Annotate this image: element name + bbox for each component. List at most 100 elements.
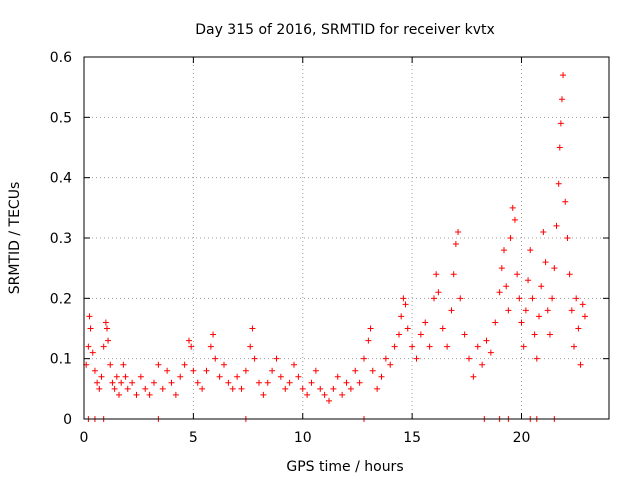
- data-point: [113, 373, 120, 380]
- data-point: [291, 361, 297, 368]
- data-points: [83, 72, 588, 422]
- data-point: [188, 343, 195, 350]
- data-point: [89, 349, 96, 356]
- data-point: [455, 228, 462, 235]
- data-point: [518, 319, 525, 326]
- data-point: [234, 373, 241, 380]
- data-point: [557, 120, 564, 127]
- y-tick-label: 0.4: [50, 171, 72, 187]
- data-point: [118, 379, 125, 386]
- data-point: [577, 361, 584, 368]
- data-point: [168, 379, 175, 386]
- data-point: [190, 367, 197, 374]
- x-tick-label: 5: [189, 430, 198, 446]
- data-point: [295, 373, 302, 380]
- data-point: [492, 319, 499, 326]
- data-point: [470, 373, 477, 380]
- data-point: [560, 72, 567, 79]
- chart-title: Day 315 of 2016, SRMTID for receiver kvt…: [195, 22, 495, 38]
- data-point: [260, 391, 267, 398]
- data-point: [151, 379, 157, 386]
- y-tick-label: 0.6: [50, 50, 72, 66]
- y-tick-label: 0.5: [50, 110, 72, 126]
- data-point: [312, 367, 319, 374]
- y-axis-label: SRMTID / TECUs: [7, 182, 23, 295]
- data-point: [356, 379, 363, 386]
- data-point: [85, 343, 92, 350]
- data-point: [505, 307, 512, 314]
- data-point: [216, 373, 223, 380]
- data-point: [529, 295, 536, 302]
- data-point: [452, 241, 459, 248]
- plot-frame: [83, 56, 610, 420]
- data-point: [387, 361, 394, 368]
- data-point: [181, 361, 188, 368]
- data-point: [562, 198, 569, 205]
- data-point: [568, 307, 575, 314]
- data-point: [516, 295, 523, 302]
- data-point: [433, 271, 440, 278]
- data-point: [352, 367, 359, 374]
- data-point: [479, 361, 486, 368]
- data-point: [256, 379, 262, 386]
- data-point: [413, 355, 420, 362]
- data-point: [194, 379, 201, 386]
- data-point: [103, 325, 110, 332]
- data-point: [367, 325, 374, 332]
- data-point: [402, 301, 409, 308]
- data-point: [96, 385, 103, 392]
- data-point: [511, 216, 518, 223]
- data-point: [556, 144, 563, 151]
- data-point: [86, 313, 93, 320]
- data-point: [571, 343, 577, 350]
- data-point: [347, 385, 354, 392]
- data-point: [549, 295, 556, 302]
- data-point: [417, 331, 424, 338]
- data-point: [124, 385, 131, 392]
- data-point: [398, 313, 405, 320]
- data-point: [507, 235, 514, 241]
- data-point: [501, 247, 507, 254]
- axis-ticks: 0 5 10 15 20 0 0.1 0.2 0.3 0.4 0.5 0.6: [50, 50, 609, 446]
- data-point: [133, 391, 140, 398]
- data-point: [538, 283, 545, 290]
- data-point: [330, 385, 337, 392]
- data-point: [378, 373, 385, 380]
- x-tick-label: 0: [80, 430, 89, 446]
- y-tick-label: 0.2: [50, 291, 72, 307]
- data-point: [326, 397, 332, 404]
- data-point: [177, 373, 184, 380]
- data-point: [334, 373, 341, 380]
- data-point: [105, 337, 112, 344]
- data-point: [142, 385, 149, 392]
- data-point: [299, 385, 306, 392]
- data-point: [483, 337, 490, 344]
- data-point: [321, 391, 328, 398]
- x-tick-label: 20: [513, 430, 531, 446]
- data-point: [544, 307, 551, 314]
- data-point: [111, 385, 118, 392]
- data-point: [282, 385, 289, 392]
- data-point: [172, 391, 179, 398]
- data-point: [225, 379, 232, 386]
- data-point: [522, 307, 529, 314]
- y-tick-label: 0.3: [50, 231, 72, 247]
- data-point: [409, 343, 416, 350]
- data-point: [382, 355, 389, 362]
- data-point: [98, 373, 105, 380]
- grid: [84, 57, 609, 419]
- data-point: [564, 235, 571, 241]
- data-point: [431, 295, 437, 302]
- data-point: [540, 228, 547, 235]
- data-point: [186, 337, 192, 344]
- data-point: [207, 343, 214, 350]
- data-point: [551, 265, 558, 272]
- data-point: [273, 355, 280, 362]
- data-point: [199, 385, 206, 392]
- data-point: [317, 385, 324, 392]
- data-point: [450, 271, 457, 278]
- data-point: [555, 180, 562, 187]
- data-point: [102, 319, 109, 326]
- data-point: [116, 391, 122, 398]
